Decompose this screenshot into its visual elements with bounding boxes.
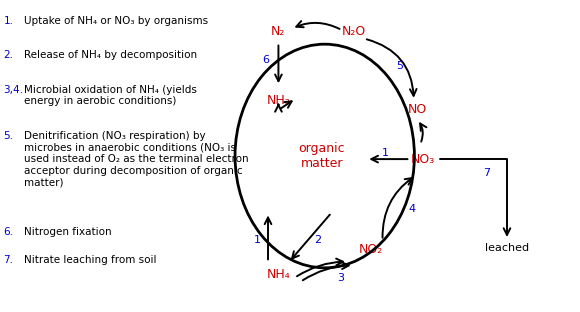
Text: NO: NO	[408, 103, 427, 116]
Text: organic
matter: organic matter	[299, 142, 345, 170]
Text: Release of NH₄ by decomposition: Release of NH₄ by decomposition	[24, 51, 197, 61]
Text: NH₄: NH₄	[267, 267, 291, 280]
Text: 7: 7	[483, 168, 490, 178]
Text: Nitrogen fixation: Nitrogen fixation	[24, 227, 111, 237]
Text: 3: 3	[338, 273, 345, 283]
Text: NO₃: NO₃	[411, 153, 435, 166]
Text: N₂: N₂	[271, 25, 285, 38]
Text: 1: 1	[382, 148, 389, 158]
Text: Denitrification (NO₃ respiration) by
microbes in anaerobic conditions (NO₃ is
us: Denitrification (NO₃ respiration) by mic…	[24, 131, 248, 188]
Text: 6.: 6.	[3, 227, 13, 237]
Text: NH₃: NH₃	[267, 94, 291, 107]
Text: N₂O: N₂O	[342, 25, 366, 38]
Text: 1.: 1.	[3, 16, 13, 26]
Text: 4: 4	[408, 204, 415, 214]
Text: Nitrate leaching from soil: Nitrate leaching from soil	[24, 256, 157, 266]
Text: 2.: 2.	[3, 51, 13, 61]
Text: 5.: 5.	[3, 131, 13, 141]
Text: Microbial oxidation of NH₄ (yields
energy in aerobic conditions): Microbial oxidation of NH₄ (yields energ…	[24, 85, 197, 106]
Text: 5: 5	[397, 61, 404, 71]
Text: 7.: 7.	[3, 256, 13, 266]
Text: leached: leached	[485, 243, 529, 253]
Text: NO₂: NO₂	[359, 243, 383, 256]
Text: 1: 1	[253, 235, 260, 245]
Text: 2: 2	[314, 235, 321, 245]
Text: Uptake of NH₄ or NO₃ by organisms: Uptake of NH₄ or NO₃ by organisms	[24, 16, 208, 26]
Text: 3,4.: 3,4.	[3, 85, 24, 95]
Text: 6: 6	[262, 55, 269, 65]
